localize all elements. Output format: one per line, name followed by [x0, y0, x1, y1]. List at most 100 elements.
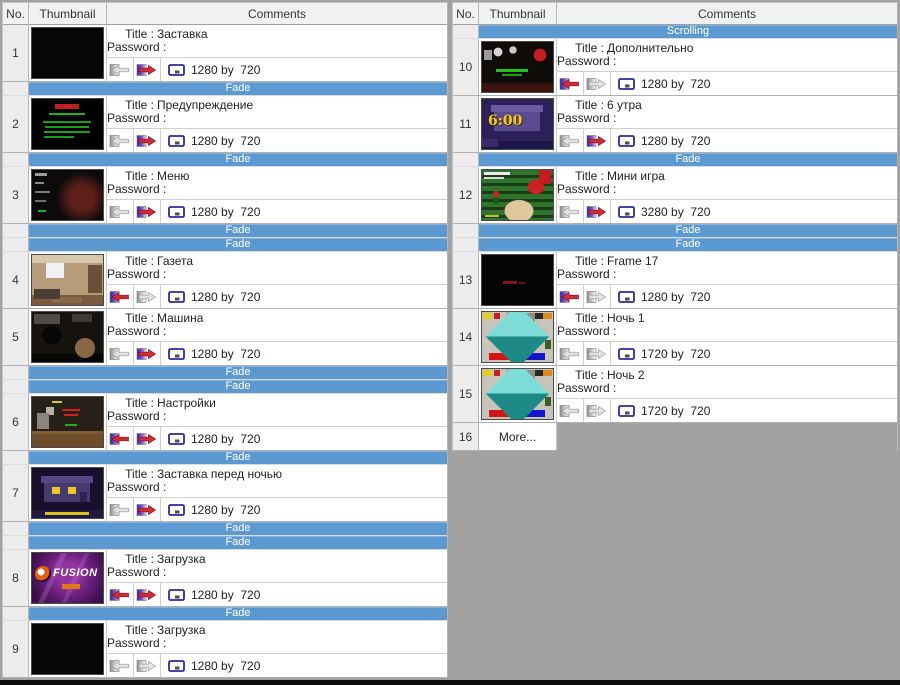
frame-thumbnail[interactable]: 6:00: [479, 96, 557, 153]
fade-in-transition-button[interactable]: [557, 200, 584, 223]
transition-bar[interactable]: Fade: [29, 536, 447, 549]
transition-bar[interactable]: Fade: [29, 224, 447, 237]
transition-bar[interactable]: Fade: [479, 153, 897, 166]
fade-out-transition-button[interactable]: [134, 129, 161, 152]
transition-bar[interactable]: Fade: [29, 380, 447, 393]
frame-thumbnail[interactable]: [29, 167, 107, 224]
transition-bar[interactable]: Fade: [479, 224, 897, 237]
frame-comments[interactable]: Title : Заставка Password : 1280 by 720: [107, 25, 447, 82]
fade-out-transition-button[interactable]: [134, 498, 161, 521]
frame-comments[interactable]: Title : Дополнительно Password : 1280 by …: [557, 39, 897, 96]
frame-size-box[interactable]: 1280 by 720: [611, 290, 710, 304]
transition-bar[interactable]: Fade: [29, 153, 447, 166]
frame-thumbnail[interactable]: [29, 252, 107, 309]
fade-in-transition-button[interactable]: [557, 285, 584, 308]
fade-out-transition-button[interactable]: [134, 58, 161, 81]
fade-in-transition-button[interactable]: [557, 129, 584, 152]
frame-thumbnail[interactable]: [479, 252, 557, 309]
frame-comments[interactable]: Title : Загрузка Password : 1280 by 720: [107, 621, 447, 678]
fade-out-transition-button[interactable]: [584, 200, 611, 223]
fade-in-transition-button[interactable]: [107, 58, 134, 81]
fade-in-transition-button[interactable]: [107, 129, 134, 152]
frame-thumbnail[interactable]: [29, 621, 107, 678]
frame-comments[interactable]: Title :6 утра Password : 1280 by 720: [557, 96, 897, 153]
frame-comments[interactable]: Title : Ночь 2 Password : 1720 by 720: [557, 366, 897, 423]
fade-in-transition-button[interactable]: [107, 583, 134, 606]
frame-comments[interactable]: Title : Предупреждение Password : 1280 by…: [107, 96, 447, 153]
transition-bar[interactable]: Fade: [479, 238, 897, 251]
fade-out-transition-button[interactable]: [584, 129, 611, 152]
fade-out-transition-button[interactable]: [134, 427, 161, 450]
frame-row[interactable]: 2 Title : Предупреждение Password : 1280 …: [3, 96, 447, 153]
frame-row[interactable]: 14 Title : Ночь 1 Password : 1720 by 720: [453, 309, 897, 366]
frame-row[interactable]: 12 Title : Мини игра Password : 3280 by 7…: [453, 167, 897, 224]
frame-comments[interactable]: Title : Мини игра Password : 3280 by 720: [557, 167, 897, 224]
frame-row[interactable]: 3 Title : Меню Password : 1280 by 720: [3, 167, 447, 224]
fade-in-transition-button[interactable]: [107, 498, 134, 521]
frame-row[interactable]: 10 Title : Дополнительно Password : 1280 …: [453, 39, 897, 96]
fade-out-transition-button[interactable]: [584, 72, 611, 95]
frame-row[interactable]: 13 Title : Frame 17 Password : 1280 by 72…: [453, 252, 897, 309]
frame-size-box[interactable]: 1280 by 720: [161, 63, 260, 77]
frame-size-box[interactable]: 1280 by 720: [161, 205, 260, 219]
frame-comments[interactable]: Title : Настройки Password : 1280 by 720: [107, 394, 447, 451]
frame-size-box[interactable]: 1280 by 720: [611, 134, 710, 148]
frame-row[interactable]: 5 Title : Машина Password : 1280 by 720: [3, 309, 447, 366]
transition-bar[interactable]: Fade: [29, 451, 447, 464]
transition-bar[interactable]: Fade: [29, 366, 447, 379]
frame-size-box[interactable]: 3280 by 720: [611, 205, 710, 219]
more-button[interactable]: More...: [479, 423, 557, 451]
transition-bar[interactable]: Fade: [29, 607, 447, 620]
frame-thumbnail[interactable]: [29, 96, 107, 153]
transition-bar[interactable]: Fade: [29, 238, 447, 251]
frame-size-box[interactable]: 1280 by 720: [161, 659, 260, 673]
frame-size-box[interactable]: 1280 by 720: [161, 432, 260, 446]
frame-row[interactable]: 15 Title : Ночь 2 Password : 1720 by 720: [453, 366, 897, 423]
frame-size-box[interactable]: 1720 by 720: [611, 404, 710, 418]
fade-in-transition-button[interactable]: [107, 285, 134, 308]
fade-out-transition-button[interactable]: [134, 342, 161, 365]
fade-in-transition-button[interactable]: [557, 342, 584, 365]
frame-comments[interactable]: Title : Газета Password : 1280 by 720: [107, 252, 447, 309]
transition-bar[interactable]: Fade: [29, 82, 447, 95]
frame-thumbnail[interactable]: [479, 39, 557, 96]
frame-comments[interactable]: Title : Загрузка Password : 1280 by 720: [107, 550, 447, 607]
frame-row[interactable]: 11 6:00 Title :6 утра Password : 1280 by…: [453, 96, 897, 153]
fade-in-transition-button[interactable]: [107, 200, 134, 223]
fade-in-transition-button[interactable]: [557, 399, 584, 422]
frame-thumbnail[interactable]: [479, 309, 557, 366]
fade-out-transition-button[interactable]: [584, 285, 611, 308]
frame-size-box[interactable]: 1280 by 720: [161, 503, 260, 517]
frame-row[interactable]: 6 Title : Настройки Password : 1280 by 72…: [3, 394, 447, 451]
fade-out-transition-button[interactable]: [134, 200, 161, 223]
frame-thumbnail[interactable]: [29, 465, 107, 522]
frame-row[interactable]: 7 Title : Заставка перед ночью Password :…: [3, 465, 447, 522]
frame-size-box[interactable]: 1280 by 720: [161, 347, 260, 361]
frame-size-box[interactable]: 1280 by 720: [161, 290, 260, 304]
frame-row[interactable]: 8 FUSION Title : Загрузка Password : 1280…: [3, 550, 447, 607]
frame-row[interactable]: 4 Title : Газета Password : 1280 by 720: [3, 252, 447, 309]
fade-in-transition-button[interactable]: [107, 427, 134, 450]
frame-thumbnail[interactable]: [479, 366, 557, 423]
frame-row[interactable]: 9 Title : Загрузка Password : 1280 by 720: [3, 621, 447, 678]
fade-in-transition-button[interactable]: [557, 72, 584, 95]
fade-out-transition-button[interactable]: [584, 399, 611, 422]
frame-comments[interactable]: Title : Заставка перед ночью Password : 1…: [107, 465, 447, 522]
frame-thumbnail[interactable]: [29, 25, 107, 82]
frame-thumbnail[interactable]: [29, 309, 107, 366]
fade-out-transition-button[interactable]: [584, 342, 611, 365]
frame-thumbnail[interactable]: [479, 167, 557, 224]
frame-size-box[interactable]: 1720 by 720: [611, 347, 710, 361]
fade-out-transition-button[interactable]: [134, 583, 161, 606]
frame-size-box[interactable]: 1280 by 720: [161, 588, 260, 602]
transition-bar[interactable]: Fade: [29, 522, 447, 535]
fade-in-transition-button[interactable]: [107, 342, 134, 365]
frame-size-box[interactable]: 1280 by 720: [161, 134, 260, 148]
frame-comments[interactable]: Title : Ночь 1 Password : 1720 by 720: [557, 309, 897, 366]
frame-comments[interactable]: Title : Меню Password : 1280 by 720: [107, 167, 447, 224]
frame-row[interactable]: 1 Title : Заставка Password : 1280 by 720: [3, 25, 447, 82]
frame-comments[interactable]: Title : Машина Password : 1280 by 720: [107, 309, 447, 366]
frame-thumbnail[interactable]: [29, 394, 107, 451]
frame-comments[interactable]: Title : Frame 17 Password : 1280 by 720: [557, 252, 897, 309]
fade-out-transition-button[interactable]: [134, 654, 161, 677]
